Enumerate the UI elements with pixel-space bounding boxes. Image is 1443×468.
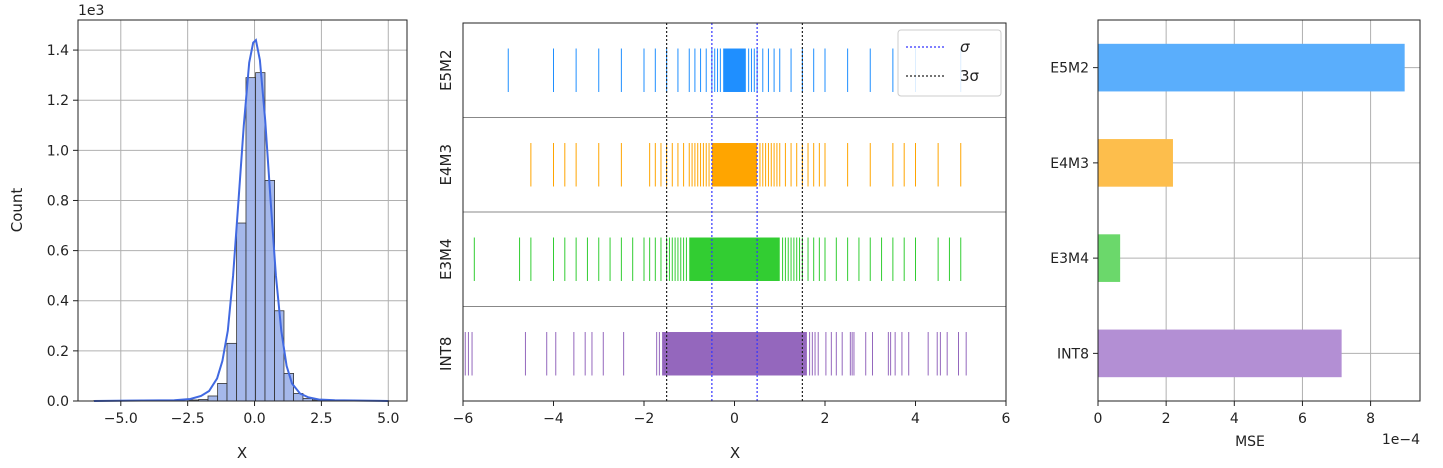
rug-row-label: E3M4 [437,238,455,280]
histogram-x-tick-label: −5.0 [104,411,138,427]
histogram-bar [283,373,294,402]
rug-dense-band [711,143,758,187]
histogram-x-tick-label: −2.5 [171,411,205,427]
histogram-bar [264,180,275,402]
histogram-y-tick-label: 0.8 [47,193,69,209]
rug-x-tick-label: 4 [911,411,920,427]
rug-x-label: X [730,444,740,462]
mse-bar [1098,139,1173,187]
mse-x-tick-label: 0 [1094,411,1103,427]
histogram-y-tick-label: 0.2 [47,344,69,360]
histogram-y-tick-label: 1.0 [47,143,69,159]
rug-x-tick-label: 2 [821,411,830,427]
histogram-bar [217,383,228,402]
mse-bar [1098,43,1405,92]
histogram-kde-curve [93,38,389,402]
mse-x-label: MSE [1235,434,1265,450]
histogram-bar [236,222,247,402]
rug-row-label: E4M3 [437,144,455,186]
mse-bar [1098,329,1342,378]
mse-y-ticks: E5M2 E4M3 E3M4 INT8 [1050,61,1098,362]
rug-row-label: E5M2 [437,49,455,91]
histogram-panel: −5.0 −2.5 0.0 2.5 5.0 0.0 0.2 0.4 0.6 0.8 1.0 1.2 1… [8,3,408,462]
histogram-bars [93,72,389,402]
histogram-y-offset-text: 1e3 [78,3,104,19]
rug-row-label: INT8 [437,337,455,371]
rug-x-tick-label: −4 [543,411,564,427]
histogram-bar [274,310,285,402]
rug-rows: E5M2 E4M3 E3M4 INT8 [437,48,1006,376]
histogram-y-tick-label: 0.0 [47,394,69,410]
mse-x-tick-label: 2 [1162,411,1171,427]
rug-x-tick-label: −2 [634,411,655,427]
mse-panel: 0 2 4 6 8 E5M2 E4M3 E3M4 INT8 1e−4 MSE [1050,19,1421,450]
rug-x-tick-label: 0 [730,411,739,427]
mse-frame [1097,19,1421,402]
histogram-frame [77,19,408,402]
histogram-x-tick-label: 2.5 [310,411,332,427]
mse-x-tick-label: 6 [1298,411,1307,427]
histogram-bar [255,72,266,402]
rug-x-tick-label: −6 [453,411,474,427]
mse-bars [1098,43,1405,378]
histogram-y-label: Count [8,188,26,233]
legend-box [897,29,1002,97]
mse-y-tick-label: INT8 [1057,346,1089,362]
rug-x-ticks: −6 −4 −2 0 2 4 6 [453,401,1011,427]
rug-dense-band [662,332,807,376]
mse-bar [1098,234,1121,282]
rug-x-tick-label: 6 [1002,411,1011,427]
rug-legend: σ 3σ [897,29,1002,97]
histogram-bar [207,395,219,402]
rug-dense-band [723,48,746,92]
mse-y-tick-label: E3M4 [1050,251,1089,267]
histogram-y-ticks: 0.0 0.2 0.4 0.6 0.8 1.0 1.2 1.4 [47,43,78,410]
histogram-x-tick-label: 5.0 [377,411,399,427]
histogram-x-ticks: −5.0 −2.5 0.0 2.5 5.0 [104,401,399,427]
mse-x-ticks: 0 2 4 6 8 [1094,401,1375,427]
mse-x-offset-text: 1e−4 [1382,432,1420,448]
histogram-x-tick-label: 0.0 [243,411,265,427]
histogram-bar [226,342,238,402]
mse-x-tick-label: 4 [1230,411,1239,427]
histogram-y-tick-label: 1.2 [47,93,69,109]
histogram-y-tick-label: 0.4 [47,294,69,310]
mse-y-tick-label: E5M2 [1050,61,1089,77]
rug-panel: E5M2 E4M3 E3M4 INT8 −6 −4 −2 0 2 4 6 σ 3σ X [437,22,1011,462]
histogram-x-label: X [237,444,247,462]
rug-dense-band [689,237,780,281]
rug-reference-lines [666,23,803,401]
histogram-y-tick-label: 1.4 [47,43,69,59]
mse-x-tick-label: 8 [1366,411,1375,427]
histogram-y-tick-label: 0.6 [47,244,69,260]
histogram-bar [245,77,257,402]
legend-sigma-label: σ [960,38,970,56]
mse-y-tick-label: E4M3 [1050,156,1089,172]
legend-3sigma-label: 3σ [960,67,980,85]
